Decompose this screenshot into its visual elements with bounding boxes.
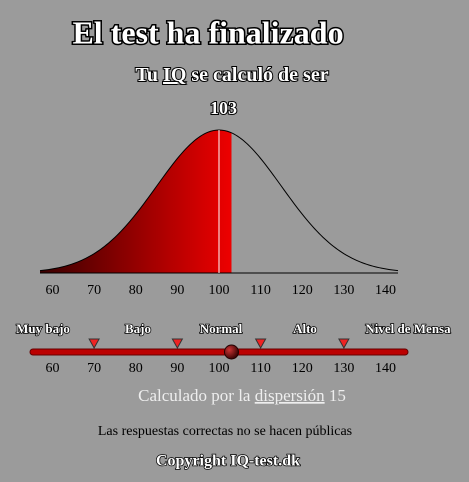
x-tick-label: 130 (333, 361, 354, 376)
x-tick-label: 90 (170, 283, 184, 298)
subtitle: Tu IQ se calculó de ser (135, 64, 328, 86)
x-tick-label: 60 (45, 361, 59, 376)
x-tick-label: 110 (250, 361, 270, 376)
scale-label: Nivel de Mensa (365, 321, 451, 336)
scale-label: Bajo (125, 321, 151, 336)
x-tick-label: 60 (45, 283, 59, 298)
x-tick-label: 120 (292, 283, 313, 298)
scale-label: Muy bajo (16, 321, 70, 336)
dispersion-line: Calculado por la dispersión 15 (138, 386, 346, 405)
scale-label: Normal (200, 321, 243, 336)
x-tick-label: 130 (333, 283, 354, 298)
scale-label: Alto (293, 321, 317, 336)
copyright: Copyright IQ-test.dk (156, 453, 300, 470)
x-tick-label: 70 (87, 361, 101, 376)
subtitle-text: se calculó de ser (191, 64, 328, 86)
score-marker (223, 344, 239, 360)
sd-value: 15 (329, 386, 346, 405)
iq-link[interactable]: IQ (162, 63, 187, 87)
x-tick-label: 90 (170, 361, 184, 376)
x-tick-label: 80 (129, 361, 143, 376)
x-tick-label: 100 (209, 361, 230, 376)
x-tick-label: 80 (129, 283, 143, 298)
x-tick-label: 140 (375, 283, 396, 298)
dispersion-link[interactable]: dispersión (255, 386, 325, 405)
subtitle-text: Tu (135, 64, 158, 86)
title: El test ha finalizado (72, 14, 343, 50)
threshold-marker (171, 338, 184, 350)
threshold-marker (254, 338, 267, 350)
x-tick-label: 110 (250, 283, 270, 298)
score-label: 103 (210, 98, 237, 118)
x-tick-label: 100 (209, 283, 230, 298)
x-tick-label: 120 (292, 361, 313, 376)
note: Las respuestas correctas no se hacen púb… (98, 424, 352, 439)
threshold-marker (338, 338, 350, 350)
score-area (40, 130, 232, 273)
bell-curve: 103 60 70 80 90 100 110 120 130 140 Muy bajo Bajo No… (15, 97, 452, 376)
calc-text: Calculado por la (138, 386, 251, 405)
scale-bar (29, 348, 409, 356)
x-tick-label: 140 (375, 361, 396, 376)
x-tick-label: 70 (87, 283, 101, 298)
threshold-marker (88, 338, 100, 350)
